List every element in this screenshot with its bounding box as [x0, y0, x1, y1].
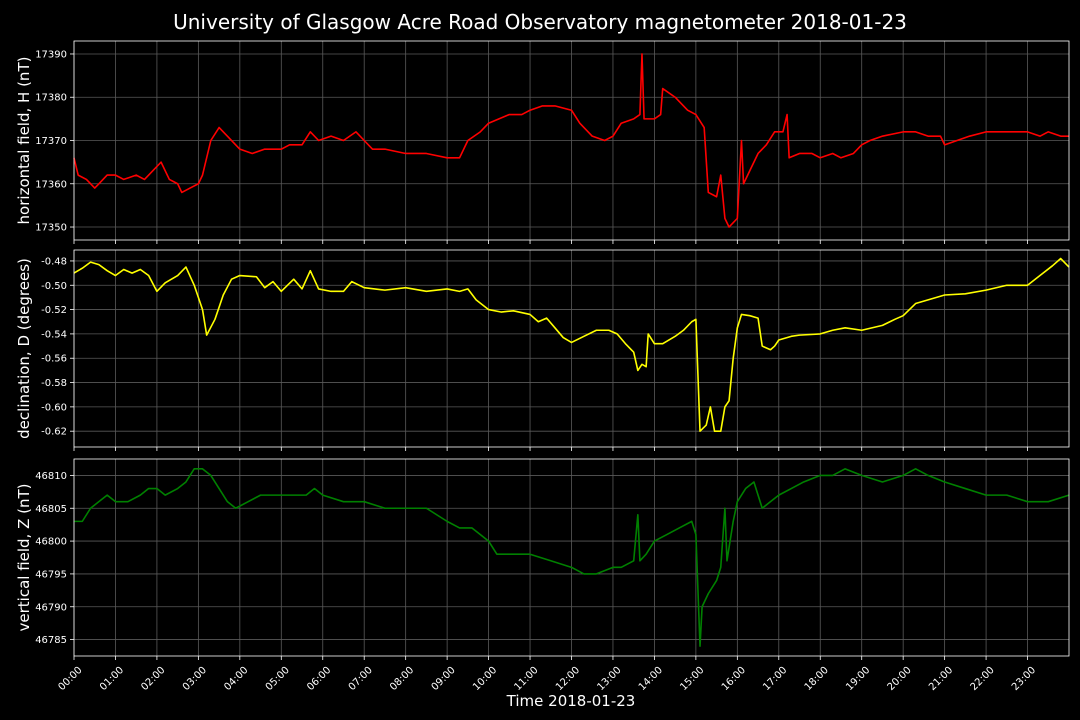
y-tick-label: 17350	[35, 223, 67, 234]
x-tick-label: 14:00	[637, 665, 665, 693]
y-tick-label: 17370	[35, 136, 67, 147]
x-tick-label: 01:00	[98, 665, 126, 693]
x-tick-label: 05:00	[264, 665, 292, 693]
x-tick-label: 21:00	[927, 665, 955, 693]
y-tick-label: 46790	[35, 602, 67, 613]
x-tick-label: 00:00	[56, 665, 84, 693]
x-tick-label: 07:00	[347, 665, 375, 693]
y-tick-label: 46805	[35, 504, 67, 515]
y-tick-label: 17380	[35, 93, 67, 104]
series-line-2	[74, 468, 1070, 647]
y-tick-label: 46810	[35, 471, 67, 482]
y-axis-label: vertical field, Z (nT)	[15, 483, 33, 631]
y-axis-label: horizontal field, H (nT)	[15, 57, 33, 225]
y-tick-label: 46795	[35, 569, 67, 580]
x-tick-label: 02:00	[139, 665, 167, 693]
x-tick-label: 11:00	[513, 665, 541, 693]
panel-1: -0.48 -0.50 -0.52 -0.54 -0.56 -0.58 -0.60 -0.62…	[15, 249, 1070, 451]
series-line-0	[73, 53, 1069, 228]
x-tick-label: 09:00	[430, 665, 458, 693]
x-tick-label: 17:00	[761, 665, 789, 693]
y-tick-label: 17390	[35, 49, 67, 60]
y-tick-label: -0.58	[41, 378, 67, 389]
y-tick-label: -0.48	[41, 256, 67, 267]
panel-frame	[73, 40, 1070, 241]
x-tick-label: 20:00	[886, 665, 914, 693]
x-tick-label: 13:00	[595, 665, 623, 693]
x-axis-label: Time 2018-01-23	[506, 692, 636, 710]
x-tick-label: 04:00	[222, 665, 250, 693]
x-tick-label: 06:00	[305, 665, 333, 693]
x-tick-label: 03:00	[181, 665, 209, 693]
x-tick-label: 18:00	[803, 665, 831, 693]
y-tick-label: -0.62	[41, 427, 67, 438]
x-tick-label: 19:00	[844, 665, 872, 693]
chart-title: University of Glasgow Acre Road Observat…	[173, 10, 907, 34]
x-tick-label: 16:00	[720, 665, 748, 693]
y-tick-label: -0.50	[41, 281, 67, 292]
y-tick-label: 46785	[35, 635, 67, 646]
y-axis-label: declination, D (degrees)	[15, 258, 33, 439]
x-axis-ticks: 00:00 01:00 02:00 03:00 04:00 05:00 06:00 07:00…	[56, 665, 1038, 693]
x-tick-label: 22:00	[969, 665, 997, 693]
y-tick-label: -0.56	[41, 354, 67, 365]
panel-frame	[73, 249, 1070, 448]
y-tick-label: 17360	[35, 179, 67, 190]
y-tick-label: -0.54	[41, 329, 67, 340]
series-line-1	[73, 257, 1070, 432]
y-tick-label: 46800	[35, 537, 67, 548]
x-tick-label: 10:00	[471, 665, 499, 693]
panel-frame	[73, 458, 1070, 657]
y-tick-label: -0.60	[41, 402, 67, 413]
x-tick-label: 15:00	[678, 665, 706, 693]
x-tick-label: 12:00	[554, 665, 582, 693]
x-tick-label: 08:00	[388, 665, 416, 693]
y-tick-label: -0.52	[41, 305, 67, 316]
x-tick-label: 23:00	[1010, 665, 1038, 693]
